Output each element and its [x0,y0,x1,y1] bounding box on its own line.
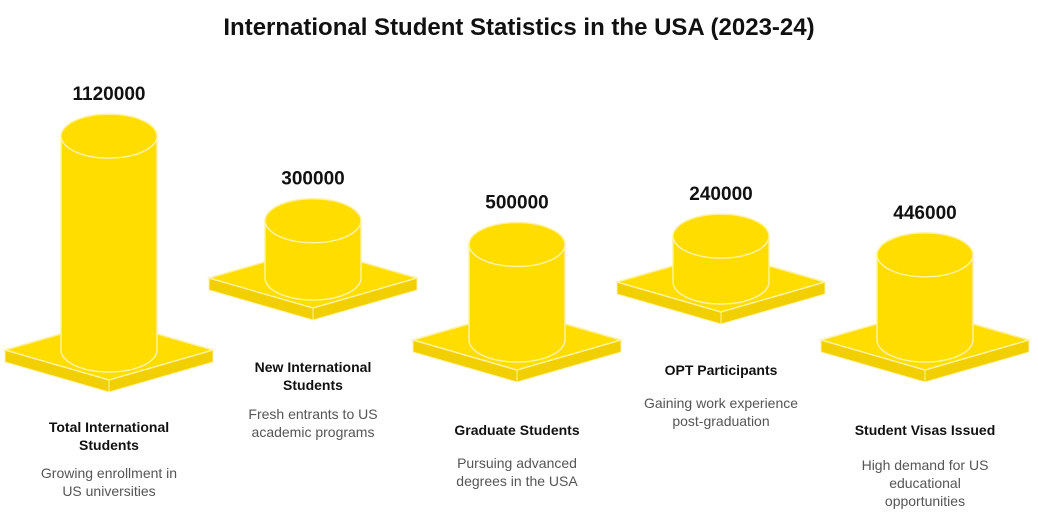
category-description-new: Fresh entrants to US academic programs [248,406,378,440]
category-label-total: Total International Students [48,419,170,453]
category-label-new: New International Students [254,359,372,393]
bar-group-total: 1120000 [2,84,216,393]
bar-graduate [468,243,566,363]
bar-top-cap-graduate [468,221,566,268]
bar-top-cap-visas [876,232,974,278]
value-label-graduate: 500000 [485,193,548,214]
bar-group-visas: 446000 [818,203,1032,383]
value-label-new: 300000 [281,169,344,190]
category-description-graduate: Pursuing advanced degrees in the USA [456,455,578,489]
bar-visas [876,254,974,363]
bar-top-cap-opt [672,213,770,259]
category-label-visas: Student Visas Issued [854,422,996,438]
category-label-graduate: Graduate Students [454,422,580,438]
chart-title: International Student Statistics in the … [223,14,815,41]
bar-total [60,135,158,373]
value-label-total: 1120000 [73,84,146,105]
value-label-opt: 240000 [689,184,752,205]
category-description-total: Growing enrollment in US universities [40,465,178,499]
category-label-opt: OPT Participants [664,362,778,378]
value-label-visas: 446000 [893,203,956,224]
bar-group-graduate: 500000 [410,193,624,383]
bar-top-cap-total [60,113,158,159]
category-description-visas: High demand for US educational opportuni… [861,457,989,509]
bar-top-cap-new [264,197,362,244]
category-description-opt: Gaining work experience post-graduation [643,395,799,429]
bar-group-opt: 240000 [614,184,828,325]
bar-group-new: 300000 [206,169,420,321]
